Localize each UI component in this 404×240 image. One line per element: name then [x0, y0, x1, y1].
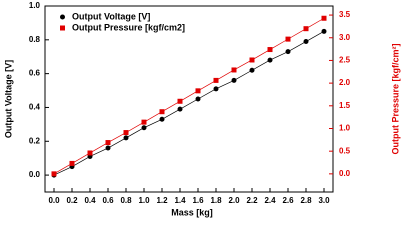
point: [141, 125, 147, 131]
series-line: [53, 31, 325, 176]
point: [285, 49, 291, 55]
point: [249, 67, 255, 73]
point: [231, 67, 237, 73]
y-tick-label: 0.2: [29, 136, 41, 145]
legend-marker: [60, 25, 65, 31]
y2-tick-label: 2.0: [339, 78, 351, 87]
point: [159, 116, 165, 122]
x-tick-label: 1.0: [138, 196, 150, 205]
y2-tick-label: 0.5: [339, 146, 351, 155]
x-tick-label: 2.8: [300, 196, 312, 205]
point: [195, 96, 201, 102]
point: [213, 77, 219, 83]
x-tick-label: 2.2: [246, 196, 258, 205]
plot-frame: [44, 5, 334, 193]
x-tick-label: 1.6: [192, 196, 204, 205]
y2-tick-label: 3.0: [339, 33, 351, 42]
point: [231, 77, 237, 83]
legend-label: Output Voltage [V]: [72, 11, 150, 21]
y-tick-label: 0.8: [29, 35, 41, 44]
point: [123, 130, 129, 136]
x-tick-label: 0.4: [84, 196, 96, 205]
x-tick-label: 2.4: [264, 196, 276, 205]
point: [69, 160, 75, 166]
y2-tick-label: 1.5: [339, 101, 351, 110]
point: [249, 57, 255, 63]
legend-marker: [60, 14, 65, 20]
point: [267, 47, 273, 53]
point: [105, 140, 111, 146]
y-tick-label: 0.0: [29, 170, 41, 179]
y-axis-label: Output Voltage [V]: [3, 60, 13, 138]
point: [159, 109, 165, 115]
y-tick-label: 1.0: [29, 1, 41, 10]
legend-label: Output Pressure [kgf/cm2]: [72, 22, 185, 32]
x-tick-label: 0.2: [66, 196, 78, 205]
point: [123, 135, 129, 141]
point: [105, 145, 111, 151]
point: [267, 57, 273, 63]
x-tick-label: 3.0: [318, 196, 330, 205]
y2-axis-label: Output Pressure [kgf/cm²]: [390, 43, 400, 154]
point: [87, 150, 93, 156]
point: [195, 88, 201, 94]
x-tick-label: 1.4: [174, 196, 186, 205]
point: [321, 28, 327, 34]
x-axis-label: Mass [kg]: [171, 207, 213, 217]
x-tick-label: 2.0: [228, 196, 240, 205]
point: [51, 171, 57, 177]
chart: Mass [kg] Output Voltage [V] Output Pres…: [3, 1, 400, 217]
x-tick-label: 0.0: [48, 196, 60, 205]
y2-tick-label: 1.0: [339, 124, 351, 133]
point: [285, 36, 291, 42]
series-line: [53, 17, 325, 175]
y-tick-label: 0.6: [29, 69, 41, 78]
x-tick-label: 2.6: [282, 196, 294, 205]
point: [321, 15, 327, 21]
x-tick-label: 1.8: [210, 196, 222, 205]
x-tick-label: 1.2: [156, 196, 168, 205]
y2-tick-label: 0.0: [339, 169, 351, 178]
y-tick-label: 0.4: [29, 103, 41, 112]
point: [303, 26, 309, 32]
y2-tick-label: 2.5: [339, 56, 351, 65]
point: [177, 106, 183, 112]
point: [177, 98, 183, 104]
x-tick-label: 0.8: [120, 196, 132, 205]
point: [303, 39, 309, 45]
point: [213, 86, 219, 92]
x-tick-label: 0.6: [102, 196, 114, 205]
y2-tick-label: 3.5: [339, 10, 351, 19]
point: [141, 119, 147, 125]
